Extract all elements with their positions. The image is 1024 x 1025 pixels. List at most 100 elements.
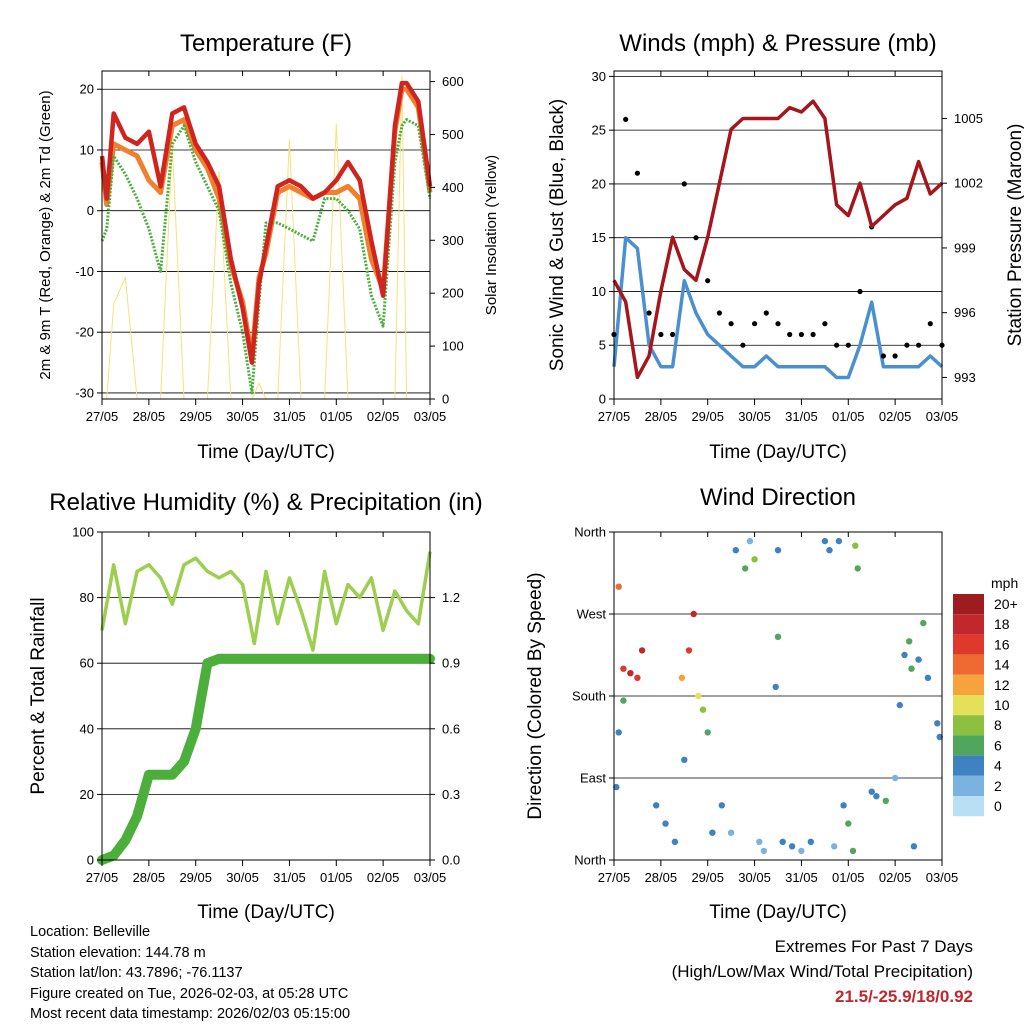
x-tick-label: 30/05	[738, 870, 771, 885]
extremes-subheading: (High/Low/Max Wind/Total Precipitation)	[671, 962, 973, 981]
legend-swatch	[953, 796, 984, 817]
gust-point	[904, 342, 910, 348]
direction-x-axis-label: Time (Day/UTC)	[709, 902, 847, 923]
x-tick-label: 27/05	[598, 870, 631, 885]
legend-label: 8	[994, 717, 1002, 733]
x-tick-label: 02/05	[879, 870, 912, 885]
station-info: Location: Belleville Station elevation: …	[30, 922, 350, 1025]
direction-point	[840, 802, 847, 809]
direction-point	[751, 556, 758, 563]
y-tick-label: East	[580, 771, 606, 786]
y-tick-label: North	[574, 525, 606, 540]
gust-point	[763, 310, 769, 316]
legend-label: 10	[994, 697, 1010, 713]
gust-point	[892, 353, 898, 359]
y-tick-label: 25	[592, 123, 606, 138]
y-right-tick-label: 0.9	[442, 656, 460, 671]
y-tick-label: 0	[87, 853, 94, 868]
winds-left-axis-label: Sonic Wind & Gust (Blue, Black)	[547, 99, 568, 371]
y-tick-label: 0	[87, 203, 94, 218]
x-tick-label: 03/05	[926, 409, 959, 424]
winds-title: Winds (mph) & Pressure (mb)	[619, 30, 936, 57]
y-tick-label: -30	[75, 385, 94, 400]
direction-point	[732, 547, 739, 554]
direction-point	[709, 829, 716, 836]
gust-point	[822, 321, 828, 327]
x-tick-label: 29/05	[691, 409, 724, 424]
x-tick-label: 03/05	[926, 870, 959, 885]
winds-right-axis-label: Station Pressure (Maroon)	[1005, 124, 1024, 347]
direction-point	[882, 797, 889, 804]
direction-point	[653, 802, 660, 809]
y-tick-label: 20	[80, 82, 94, 97]
direction-title: Wind Direction	[700, 484, 856, 511]
direction-point	[638, 647, 646, 654]
gust-point	[681, 181, 687, 187]
y-right-tick-label: 996	[954, 305, 976, 320]
direction-point	[779, 838, 786, 845]
direction-point	[615, 729, 622, 736]
direction-point	[690, 610, 697, 618]
direction-point	[760, 847, 768, 855]
speed-legend: mph 20+ 18 16 14 12 10 8 6 4 2 0	[953, 575, 1018, 817]
humidity-panel: Relative Humidity (%) & Precipitation (i…	[28, 489, 483, 923]
gust-point	[658, 331, 664, 338]
winds-x-axis-label: Time (Day/UTC)	[709, 442, 847, 463]
direction-point	[774, 633, 782, 640]
direction-point	[681, 756, 688, 763]
y-right-tick-label: 1002	[954, 176, 983, 191]
direction-point	[868, 788, 875, 795]
y-tick-label: 10	[592, 284, 606, 299]
extremes-heading: Extremes For Past 7 Days	[774, 937, 973, 956]
y-right-tick-label: 200	[442, 286, 464, 301]
x-tick-label: 28/05	[133, 870, 166, 885]
legend-swatch	[953, 755, 984, 776]
extremes-values: 21.5/-25.9/18/0.92	[834, 987, 973, 1006]
y-tick-label: -10	[75, 264, 94, 279]
temperature-x-axis-label: Time (Day/UTC)	[197, 442, 335, 463]
x-tick-label: 30/05	[738, 409, 771, 424]
legend-label: 4	[994, 758, 1002, 774]
direction-point	[774, 547, 782, 554]
y-right-tick-label: 300	[442, 233, 464, 248]
gust-point	[916, 342, 922, 348]
legend-label: 12	[994, 677, 1010, 693]
direction-point	[798, 847, 805, 855]
y-tick-label: 20	[592, 176, 606, 191]
gust-point	[716, 310, 723, 316]
x-tick-label: 01/05	[320, 870, 353, 885]
temperature-plot-frame	[101, 70, 431, 400]
y-tick-label: 15	[592, 230, 606, 245]
gust-point	[728, 321, 734, 327]
direction-point	[896, 701, 903, 709]
y-tick-label: 0	[599, 392, 606, 407]
y-right-tick-label: 999	[954, 240, 976, 255]
direction-point	[901, 651, 908, 659]
direction-point	[826, 547, 833, 554]
y-right-tick-label: 600	[442, 74, 464, 89]
legend-label: 0	[994, 798, 1002, 814]
y-right-tick-label: 1.2	[442, 590, 460, 605]
direction-point	[835, 537, 843, 545]
direction-point	[920, 619, 927, 627]
series-line-station-pressure	[612, 99, 944, 380]
recent-timestamp: Most recent data timestamp: 2026/02/03 0…	[30, 1006, 351, 1023]
y-right-tick-label: 993	[954, 370, 976, 385]
legend-swatch	[953, 735, 984, 756]
direction-point	[746, 537, 754, 545]
station-location: Location: Belleville	[30, 924, 151, 940]
y-tick-label: 40	[80, 721, 94, 736]
legend-title: mph	[991, 575, 1018, 591]
direction-point	[699, 706, 707, 713]
y-tick-label: 5	[599, 338, 606, 353]
direction-point	[718, 802, 725, 809]
direction-point	[906, 638, 913, 645]
direction-point	[908, 665, 915, 672]
gust-point	[927, 321, 933, 327]
legend-label: 18	[994, 616, 1010, 632]
legend-label: 2	[994, 778, 1002, 794]
y-tick-label: 30	[592, 69, 606, 84]
temperature-title: Temperature (F)	[180, 30, 352, 57]
gust-point	[634, 170, 641, 176]
temperature-panel: Temperature (F) -30 -20 -10 0 10 20 27/05 28/05…	[37, 30, 500, 463]
